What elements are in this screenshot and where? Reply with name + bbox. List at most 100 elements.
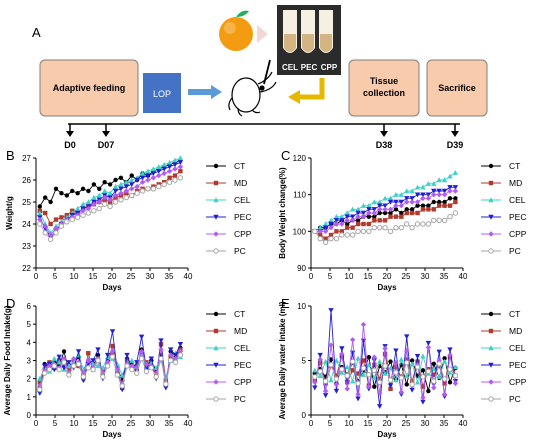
data-point-cel [404, 373, 410, 378]
x-tick-label: 5 [328, 272, 333, 281]
y-tick-label: 22 [22, 264, 31, 273]
chart-panel-b: B 0 5 10 15 20 25 30 35 40 22 23 24 25 26 27 Days Weight/… [5, 148, 252, 292]
data-point-cpp [85, 205, 92, 212]
data-point-cpp [172, 355, 179, 362]
data-point-cpp [322, 388, 329, 394]
y-axis-title: Average Daily water Intake (ml) [278, 301, 287, 419]
data-point-pec [80, 378, 87, 384]
data-point-pc [129, 192, 135, 199]
data-point-pec [177, 341, 184, 347]
data-point-md [355, 221, 361, 227]
data-point-cel [339, 213, 345, 219]
data-point-pc [156, 183, 162, 190]
data-point-cel [51, 355, 58, 361]
data-point-pc [371, 224, 377, 231]
data-point-pc [420, 221, 426, 227]
data-point-cpp [118, 190, 124, 196]
data-point-pc [441, 376, 448, 382]
data-point-pc [387, 377, 394, 383]
data-point-pc [134, 190, 140, 196]
data-point-cel [139, 170, 146, 176]
data-point-pc [42, 230, 48, 236]
data-point-cpp [317, 228, 323, 235]
data-point-cpp [382, 206, 388, 213]
data-point-ct [91, 182, 97, 187]
legend-label-pc: PC [509, 394, 521, 404]
x-tick-label: 0 [309, 419, 314, 428]
data-point-pec [177, 160, 184, 166]
legend-marker-ct [213, 311, 219, 317]
data-point-pc [431, 217, 437, 224]
tube-label-cpp: CPP [321, 63, 338, 72]
data-point-pec [134, 360, 140, 366]
x-tick-label: 35 [440, 419, 449, 428]
data-point-pc [398, 375, 405, 381]
y-tick-label: 23 [22, 242, 31, 251]
data-point-pec [387, 383, 394, 389]
timeline-marker-d38 [380, 124, 388, 137]
legend-label-ct: CT [234, 161, 245, 171]
data-point-pc [393, 224, 399, 231]
arrow-fruit-to-tubes-icon [257, 25, 268, 43]
data-point-pec [148, 356, 155, 362]
data-point-pec [123, 184, 130, 190]
data-point-cel [376, 358, 383, 364]
data-point-pc [90, 366, 96, 373]
data-point-pc [371, 367, 377, 374]
data-point-pec [124, 352, 130, 358]
data-point-pc [172, 177, 178, 183]
data-point-pc [47, 236, 54, 243]
data-point-pc [119, 383, 125, 389]
legend-marker-ct [488, 311, 494, 317]
legend-item-pc: PC [481, 246, 521, 256]
data-point-cpp [344, 386, 350, 392]
legend-label-cel: CEL [509, 195, 526, 205]
x-tick-label: 40 [459, 272, 468, 281]
data-point-cpp [107, 197, 113, 203]
data-point-pc [452, 373, 459, 379]
legend-item-pec: PEC [206, 360, 251, 370]
data-point-pc [168, 357, 174, 364]
data-point-ct [436, 199, 442, 205]
x-tick-label: 40 [184, 272, 193, 281]
x-tick-label: 15 [89, 419, 98, 428]
legend-marker-md [213, 180, 219, 186]
data-point-pc [71, 363, 77, 369]
day-label-d07: D07 [98, 140, 115, 150]
data-point-cel [436, 177, 442, 183]
y-tick-label: 1 [27, 393, 32, 402]
legend-marker-pec [488, 214, 494, 220]
data-point-cel [74, 205, 81, 211]
data-point-pec [129, 182, 135, 188]
data-point-cpp [85, 357, 91, 364]
data-point-cpp [349, 217, 356, 224]
x-axis-title: Days [377, 283, 397, 292]
data-point-cel [355, 206, 361, 212]
data-point-cel [172, 157, 178, 163]
data-point-pc [161, 181, 167, 188]
data-point-pec [420, 399, 426, 405]
y-tick-label: 25 [22, 198, 31, 207]
panel-label-e: E [281, 296, 290, 311]
data-point-pec [344, 214, 350, 220]
data-point-pc [138, 355, 145, 362]
data-point-pc [150, 186, 157, 192]
data-point-cel [166, 159, 173, 165]
arrow-tubes-to-mouse-icon [298, 78, 325, 100]
data-point-cel [387, 365, 394, 371]
data-point-ct [366, 214, 372, 219]
data-point-pc [333, 376, 340, 382]
data-point-md [388, 214, 393, 219]
data-point-pc [96, 205, 102, 212]
tube-label-pec: PEC [301, 63, 318, 72]
data-point-pec [322, 393, 329, 399]
data-point-pec [360, 210, 367, 216]
data-point-pc [317, 235, 323, 242]
y-tick-label: 0 [27, 411, 32, 420]
data-point-cpp [431, 385, 437, 391]
data-point-cpp [312, 379, 318, 385]
data-point-pc [339, 232, 345, 238]
x-tick-label: 0 [34, 419, 39, 428]
y-tick-label: 0 [302, 411, 307, 420]
data-point-cel [312, 367, 318, 373]
